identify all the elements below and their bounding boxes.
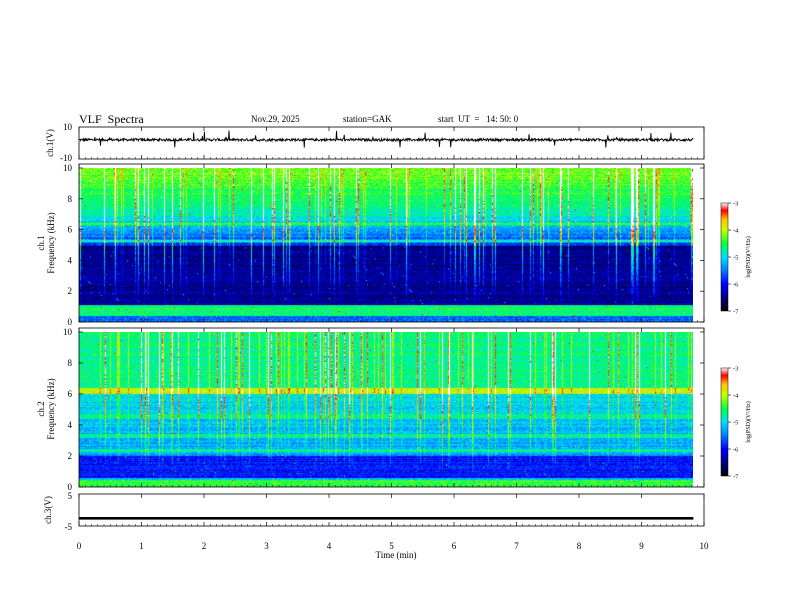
station-label: station=GAK	[343, 114, 392, 124]
chart-title: VLF Spectra	[79, 112, 144, 126]
ch1-colorbar-tick-label: -4	[733, 228, 739, 235]
ch3-ytick-top: 5	[68, 491, 73, 501]
time-tick-label: 4	[327, 541, 332, 551]
ch1-spec-ytick-label: 6	[68, 225, 73, 235]
ch2-colorbar-tick-label: -6	[733, 447, 739, 454]
ch1-spec-ytick-label: 8	[68, 194, 73, 204]
time-axis: 0 1 2 3 4 5 6 7 8 9 10	[77, 127, 709, 551]
ch1-ylabel: ch.1(V)	[45, 129, 55, 157]
x-axis-label: Time (min)	[376, 550, 417, 560]
time-tick-label: 2	[202, 541, 207, 551]
time-tick-label: 5	[389, 541, 394, 551]
ch2-colorbar-tick-label: -5	[733, 420, 738, 427]
ch2-spectrogram-image	[79, 332, 693, 487]
ch1-spec-ytick-label: 2	[68, 286, 73, 296]
ch1-waveform-trace	[78, 130, 694, 148]
time-tick-label: 10	[700, 541, 710, 551]
time-tick-label: 3	[264, 541, 269, 551]
ch1-spec-ylabel-line1: ch.1	[36, 235, 46, 250]
ch1-spectrogram-image	[79, 168, 693, 322]
start-time-label: start UT = 14: 50: 0	[438, 114, 519, 124]
ch1-colorbar-tick-label: -7	[733, 309, 739, 316]
ch2-spec-ytick-label: 2	[68, 451, 73, 461]
ch2-spec-ylabel-line1: ch.2	[36, 401, 46, 416]
ch1-ytick-top: 10	[63, 122, 73, 132]
ch2-colorbar-tick-label: -7	[733, 474, 739, 481]
ch1-colorbar-tick-label: -3	[733, 201, 738, 208]
ch3-panel: 5 -5 ch.3(V)	[43, 491, 705, 532]
ch2-spec-ylabel-line2: Frequency (kHz)	[46, 378, 56, 439]
ch1-colorbar-tick-label: -6	[733, 282, 739, 289]
ch1-colorbar-tick-label: -5	[733, 255, 738, 262]
time-tick-label: 0	[77, 541, 82, 551]
ch2-spec-ytick-label: 6	[68, 389, 73, 399]
ch1-ytick-bottom: -10	[60, 153, 72, 163]
ch3-ylabel: ch.3(V)	[43, 496, 53, 524]
ch2-spec-ytick-label: 8	[68, 358, 73, 368]
ch1-spec-ytick-label: 0	[68, 317, 73, 327]
ch2-colorbar-tick-label: -3	[733, 366, 738, 373]
ch2-colorbar-label: log(PSD)(V²/Hz)	[745, 401, 752, 442]
ch1-waveform-frame	[78, 126, 705, 160]
time-tick-label: 8	[577, 541, 582, 551]
time-tick-label: 9	[639, 541, 644, 551]
ch2-spec-ytick-label: 10	[63, 327, 73, 337]
time-tick-label: 1	[139, 541, 144, 551]
ch2-spec-ytick-label: 0	[68, 482, 73, 492]
date-label: Nov.29, 2025	[251, 114, 300, 124]
ch3-ytick-bottom: -5	[65, 522, 73, 532]
ch2-colorbar-tick-label: -4	[733, 393, 739, 400]
time-tick-label: 7	[514, 541, 519, 551]
ch1-colorbar	[720, 202, 729, 312]
ch1-spec-ylabel-line2: Frequency (kHz)	[46, 212, 56, 273]
ch1-spec-ytick-label: 4	[68, 255, 73, 265]
ch1-waveform-panel: 10 -10 ch.1(V)	[45, 122, 705, 163]
time-tick-label: 6	[452, 541, 457, 551]
ch2-spec-ytick-label: 4	[68, 420, 73, 430]
ch2-colorbar	[720, 367, 729, 477]
ch3-frame	[78, 493, 705, 527]
ch1-colorbar-label: log(PSD)(V²/Hz)	[745, 236, 752, 277]
ch1-spec-ytick-label: 10	[63, 163, 73, 173]
